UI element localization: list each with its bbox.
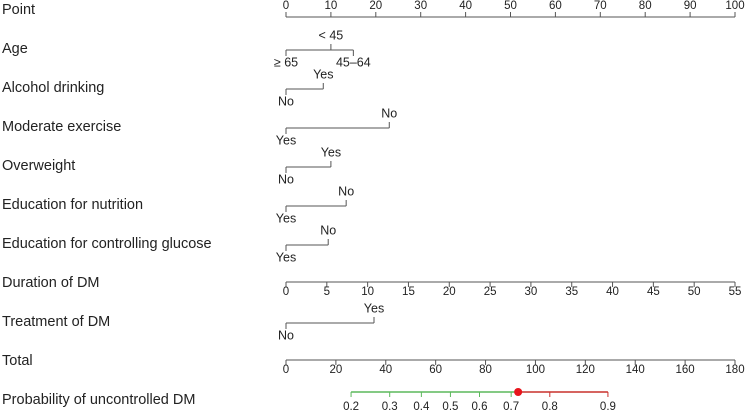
row-label: Moderate exercise	[2, 119, 121, 135]
tick-label: 160	[676, 364, 695, 376]
tick-label: 5	[324, 286, 330, 298]
tick-label: 70	[594, 0, 607, 12]
tick-label: 0.4	[413, 401, 430, 412]
level-label: No	[278, 94, 294, 108]
tick-label: 180	[725, 364, 744, 376]
row-label: Point	[2, 2, 35, 18]
tick-label: 35	[565, 286, 578, 298]
tick-label: 0.9	[600, 401, 616, 412]
tick-label: 80	[479, 364, 492, 376]
level-label: No	[278, 172, 294, 186]
level-label: ≥ 65	[274, 55, 298, 69]
tick-label: 0	[283, 0, 289, 12]
tick-label: 40	[379, 364, 392, 376]
level-label: Yes	[276, 133, 296, 147]
tick-label: 10	[325, 0, 338, 12]
level-label: Yes	[276, 211, 296, 225]
tick-label: 55	[729, 286, 742, 298]
tick-label: 30	[525, 286, 538, 298]
tick-label: 80	[639, 0, 652, 12]
tick-label: 0.3	[382, 401, 398, 412]
level-label: No	[320, 223, 336, 237]
tick-label: 25	[484, 286, 497, 298]
level-label: Yes	[321, 145, 341, 159]
row-label: Age	[2, 41, 28, 57]
probability-marker	[514, 388, 523, 396]
tick-label: 120	[576, 364, 595, 376]
tick-label: 100	[526, 364, 545, 376]
level-label: Yes	[313, 67, 333, 81]
tick-label: 40	[459, 0, 472, 12]
level-label: No	[278, 328, 294, 342]
tick-label: 20	[329, 364, 342, 376]
tick-label: 20	[369, 0, 382, 12]
tick-label: 50	[688, 286, 701, 298]
tick-label: 20	[443, 286, 456, 298]
row-label: Probability of uncontrolled DM	[2, 392, 195, 408]
level-label: No	[338, 184, 354, 198]
row-label: Total	[2, 353, 33, 369]
tick-label: 60	[429, 364, 442, 376]
tick-label: 15	[402, 286, 415, 298]
tick-label: 0	[283, 286, 289, 298]
level-label: 45–64	[336, 55, 371, 69]
tick-label: 50	[504, 0, 517, 12]
row-label: Education for controlling glucose	[2, 236, 212, 252]
tick-label: 140	[626, 364, 645, 376]
tick-label: 0.8	[542, 401, 558, 412]
row-label: Education for nutrition	[2, 197, 143, 213]
level-label: Yes	[364, 301, 384, 315]
tick-label: 0.6	[471, 401, 487, 412]
row-label: Treatment of DM	[2, 314, 110, 330]
tick-label: 10	[361, 286, 374, 298]
tick-label: 0.5	[442, 401, 458, 412]
tick-label: 45	[647, 286, 660, 298]
tick-label: 0.7	[503, 401, 519, 412]
tick-label: 90	[684, 0, 697, 12]
tick-label: 0.2	[343, 401, 359, 412]
tick-label: 60	[549, 0, 562, 12]
row-label: Overweight	[2, 158, 75, 174]
level-label: Yes	[276, 250, 296, 264]
tick-label: 100	[725, 0, 744, 12]
tick-label: 0	[283, 364, 289, 376]
level-label: < 45	[319, 28, 344, 42]
tick-label: 40	[606, 286, 619, 298]
row-label: Alcohol drinking	[2, 80, 104, 96]
level-label: No	[381, 106, 397, 120]
tick-label: 30	[414, 0, 427, 12]
row-label: Duration of DM	[2, 275, 100, 291]
